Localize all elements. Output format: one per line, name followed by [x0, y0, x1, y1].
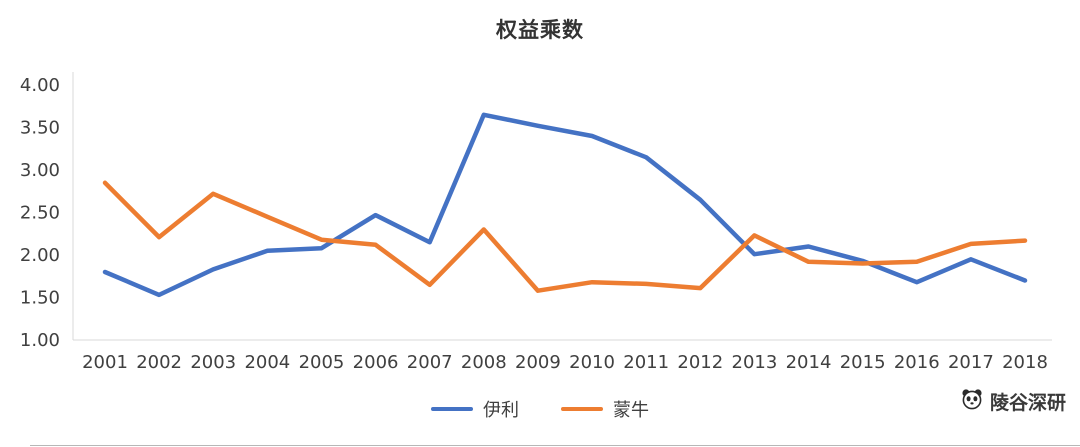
watermark: 陵谷深研: [960, 388, 1066, 415]
y-axis-tick-label: 2.00: [20, 245, 60, 266]
legend-label-mengniu: 蒙牛: [613, 400, 649, 421]
y-axis-tick-label: 4.00: [20, 75, 60, 96]
x-axis-tick-label: 2004: [244, 352, 290, 373]
x-axis-tick-label: 2010: [569, 352, 615, 373]
legend-item-yili[interactable]: 伊利: [431, 396, 519, 422]
panda-logo-icon: [960, 388, 984, 415]
y-axis-tick-label: 1.50: [20, 288, 60, 309]
series-line-1: [102, 180, 1028, 293]
x-axis-tick-label: 2008: [461, 352, 507, 373]
chart-legend: 伊利 蒙牛: [0, 396, 1080, 422]
chart-title: 权益乘数: [496, 18, 584, 42]
legend-label-yili: 伊利: [483, 400, 519, 421]
bottom-divider: [30, 445, 1080, 446]
y-axis-tick-label: 1.00: [20, 330, 60, 351]
x-axis-tick-label: 2017: [948, 352, 994, 373]
mengniu-line-swatch: [561, 407, 603, 411]
x-axis-tick-label: 2005: [299, 352, 345, 373]
y-axis-tick-label: 2.50: [20, 203, 60, 224]
y-axis-tick-label: 3.00: [20, 160, 60, 181]
x-axis-tick-label: 2015: [840, 352, 886, 373]
x-axis-tick-label: 2014: [786, 352, 832, 373]
x-axis-tick-label: 2018: [1002, 352, 1048, 373]
x-axis-tick-label: 2006: [353, 352, 399, 373]
x-axis-tick-label: 2009: [515, 352, 561, 373]
yili-line-swatch: [431, 407, 473, 411]
x-axis-tick-label: 2007: [407, 352, 453, 373]
x-axis-tick-label: 2011: [623, 352, 669, 373]
x-axis-tick-label: 2016: [894, 352, 940, 373]
x-axis-tick-label: 2012: [677, 352, 723, 373]
x-axis-tick-label: 2002: [136, 352, 182, 373]
watermark-text: 陵谷深研: [989, 392, 1066, 414]
x-axis-tick-label: 2013: [732, 352, 778, 373]
legend-item-mengniu[interactable]: 蒙牛: [561, 396, 649, 422]
x-axis-tick-label: 2003: [190, 352, 236, 373]
x-axis-tick-label: 2001: [82, 352, 128, 373]
y-axis-tick-label: 3.50: [20, 118, 60, 139]
